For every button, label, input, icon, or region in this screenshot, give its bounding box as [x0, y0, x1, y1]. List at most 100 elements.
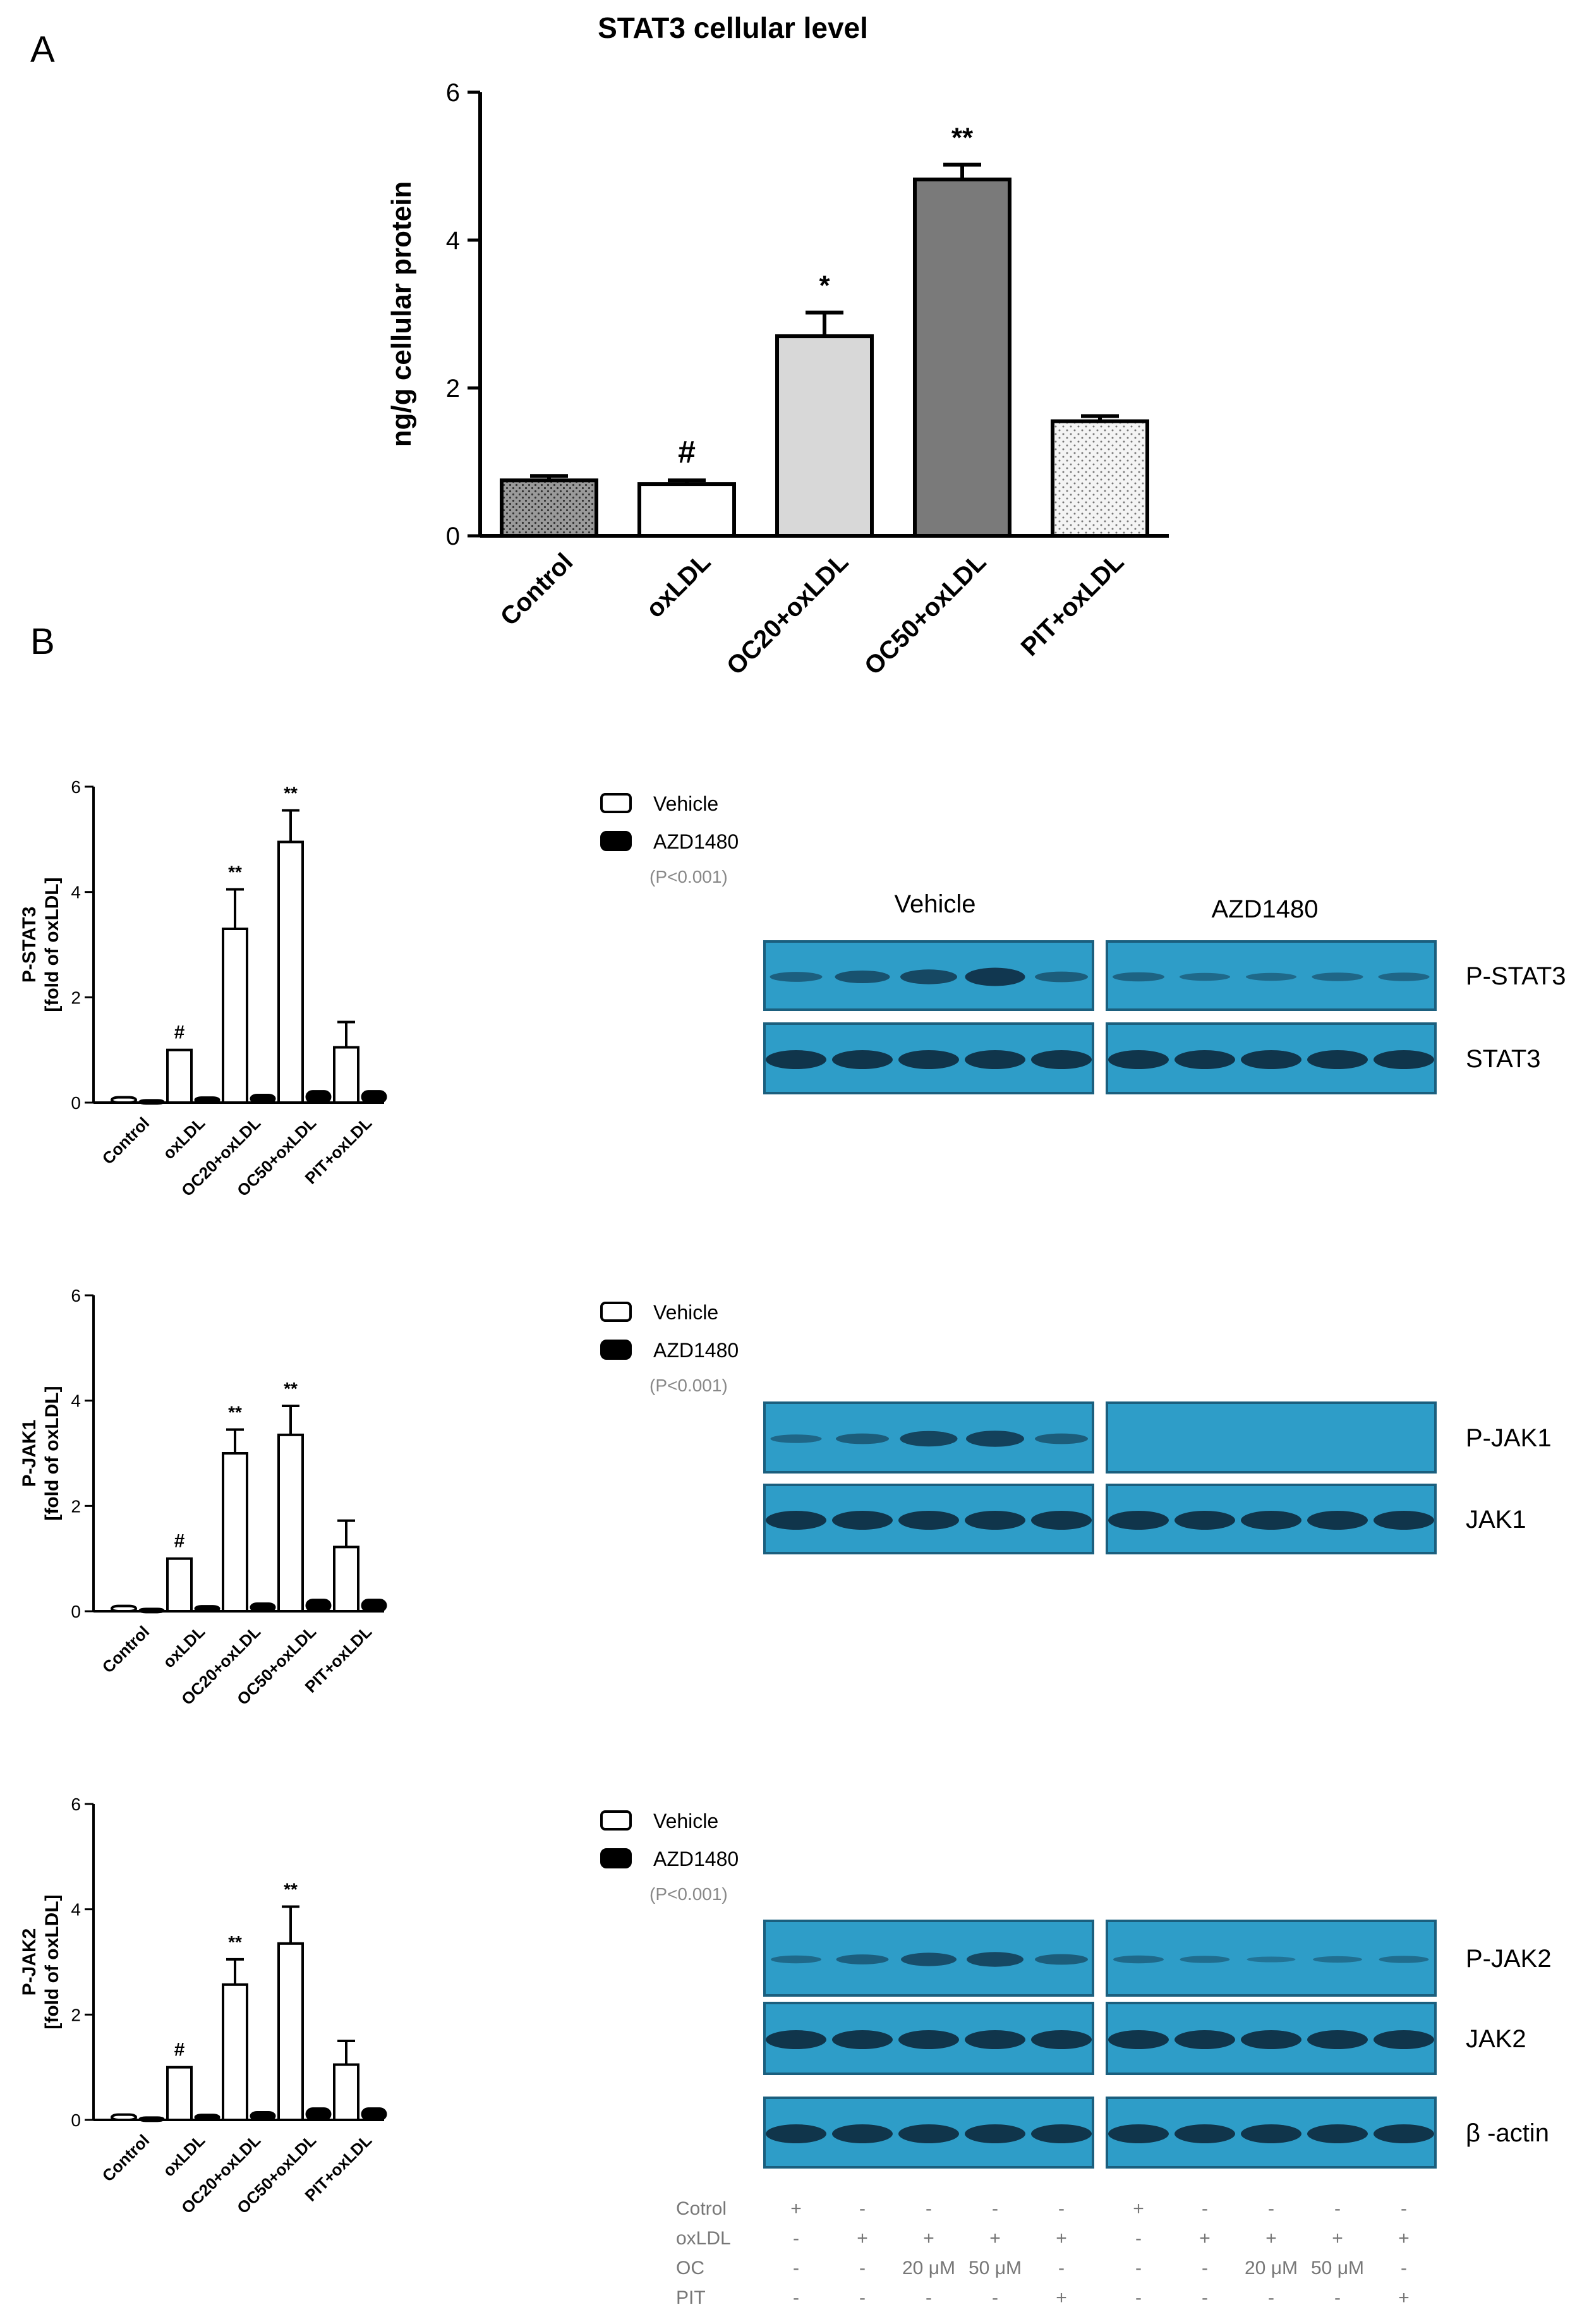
- treatment-cell: -: [1202, 2258, 1208, 2279]
- blot-band: [966, 1431, 1024, 1447]
- blot-band: [901, 1952, 957, 1966]
- treatment-cell: -: [1401, 2258, 1407, 2279]
- western-blots: Vehicle AZD1480 P-STAT3 STAT3 P-JAK1 JAK1 P-JA…: [676, 890, 1566, 2308]
- blot-row-label: P-STAT3: [1466, 962, 1566, 990]
- treatment-cell: -: [1135, 2287, 1142, 2308]
- treatment-cell: +: [857, 2228, 868, 2249]
- x-tick-label: OC50+oxLDL: [859, 548, 992, 681]
- x-tick-label: Control: [99, 1113, 154, 1168]
- treatment-cell: -: [1202, 2287, 1208, 2308]
- y-tick-label: 6: [446, 79, 460, 107]
- panel-label-b: B: [30, 621, 55, 662]
- bar-vehicle-2: [222, 1452, 248, 1613]
- blot-band: [1241, 1511, 1301, 1530]
- bar-azd1480-3: [305, 1090, 332, 1104]
- bar-azd1480-2: [250, 2111, 276, 2121]
- treatment-cell: -: [793, 2228, 799, 2249]
- y-axis-label: P-STAT3: [19, 907, 40, 983]
- blot-band: [1246, 972, 1296, 981]
- bar-vehicle-0: [111, 2113, 137, 2122]
- y-tick-label: 4: [71, 883, 81, 902]
- blot-band: [771, 1955, 821, 1964]
- treatment-cell: +: [1056, 2287, 1067, 2308]
- blot-band: [1374, 2124, 1434, 2143]
- treatment-label: PIT: [676, 2287, 706, 2308]
- bar-azd1480-0: [138, 2116, 165, 2122]
- treatment-cell: -: [793, 2258, 799, 2279]
- x-tick-label: oxLDL: [159, 2131, 208, 2180]
- legend-note: (P<0.001): [649, 1376, 728, 1395]
- blot-row-label: JAK1: [1466, 1506, 1526, 1534]
- legend-label-azd1480: AZD1480: [653, 1339, 739, 1362]
- bar-azd1480-3: [305, 1599, 332, 1613]
- bar-azd1480-0: [138, 1099, 165, 1105]
- treatment-cell: +: [923, 2228, 934, 2249]
- blot-band: [1378, 972, 1430, 981]
- y-tick-label: 2: [71, 2005, 81, 2024]
- significance-mark: **: [228, 862, 242, 882]
- blot-band: [1180, 972, 1230, 981]
- blot-band: [832, 1511, 893, 1530]
- blot-band: [766, 2030, 826, 2049]
- blot-band: [766, 1511, 826, 1530]
- blot-row-label: β -actin: [1466, 2119, 1549, 2147]
- bar-vehicle-1: [166, 1557, 193, 1613]
- y-tick-label: 6: [71, 777, 81, 797]
- legend-swatch-azd1480: [600, 1848, 632, 1868]
- bar-azd1480-1: [194, 2114, 220, 2121]
- bar-oxldl: [637, 482, 736, 538]
- bar-vehicle-3: [277, 840, 304, 1104]
- x-tick-label: OC20+oxLDL: [722, 548, 854, 681]
- x-tick-label: Control: [495, 548, 579, 631]
- chart-title: STAT3 cellular level: [598, 11, 868, 44]
- treatment-cell: +: [1056, 2228, 1067, 2249]
- blot-membrane-azd1480: [1106, 1401, 1437, 1474]
- x-tick-label: oxLDL: [159, 1113, 208, 1163]
- blot-band: [1113, 1955, 1164, 1964]
- blot-band: [900, 969, 957, 984]
- blot-band: [1108, 2124, 1169, 2143]
- blot-group-label-vehicle: Vehicle: [895, 890, 976, 918]
- bar-vehicle-0: [111, 1096, 137, 1104]
- legend-swatch-vehicle: [600, 1810, 632, 1831]
- legend-label-azd1480: AZD1480: [653, 1848, 739, 1870]
- bar-vehicle-4: [333, 1546, 359, 1613]
- bar-oc20-oxldl: [775, 334, 874, 538]
- treatment-cell: -: [859, 2198, 866, 2219]
- chart-b-pjak2: P-JAK2 [fold of oxLDL] 0 2 4 6 Control # oxLDL **…: [19, 1794, 739, 2217]
- y-tick-label: 2: [71, 1496, 81, 1516]
- treatment-cell: -: [1058, 2198, 1065, 2219]
- significance-mark: **: [284, 784, 298, 803]
- bar-azd1480-1: [194, 1096, 220, 1104]
- blot-band: [1113, 972, 1164, 982]
- significance-mark: *: [819, 270, 830, 301]
- treatment-cell: -: [1334, 2198, 1341, 2219]
- blot-band: [1241, 1050, 1301, 1069]
- y-tick-label: 4: [71, 1900, 81, 1920]
- bar-vehicle-3: [277, 1433, 304, 1613]
- treatment-cell: -: [1202, 2198, 1208, 2219]
- blot-band: [1035, 1433, 1088, 1444]
- legend-label-vehicle: Vehicle: [653, 1810, 718, 1832]
- y-tick-label: 4: [71, 1391, 81, 1411]
- blot-band: [965, 2124, 1025, 2143]
- significance-mark: **: [284, 1379, 298, 1398]
- blot-band: [770, 1434, 822, 1443]
- blot-band: [965, 967, 1025, 986]
- chart-b-pstat3: P-STAT3 [fold of oxLDL] 0 2 4 6 Control # oxLDL *…: [19, 777, 739, 1200]
- legend-swatch-azd1480: [600, 831, 632, 851]
- x-tick-label: oxLDL: [159, 1622, 208, 1671]
- blot-band: [1174, 1511, 1235, 1530]
- blot-band: [1247, 1956, 1296, 1963]
- blot-band: [1307, 2030, 1368, 2049]
- legend-swatch-vehicle: [600, 793, 632, 813]
- treatment-cell: -: [1058, 2258, 1065, 2279]
- blot-band: [1031, 1050, 1092, 1069]
- legend-swatch-vehicle: [600, 1302, 632, 1322]
- blot-band: [835, 970, 890, 984]
- y-axis-label: P-JAK1: [19, 1420, 40, 1487]
- chart-a: STAT3 cellular level ng/g cellular protei…: [386, 11, 1169, 681]
- y-tick-label: 0: [71, 1602, 81, 1621]
- significance-mark: **: [228, 1403, 242, 1422]
